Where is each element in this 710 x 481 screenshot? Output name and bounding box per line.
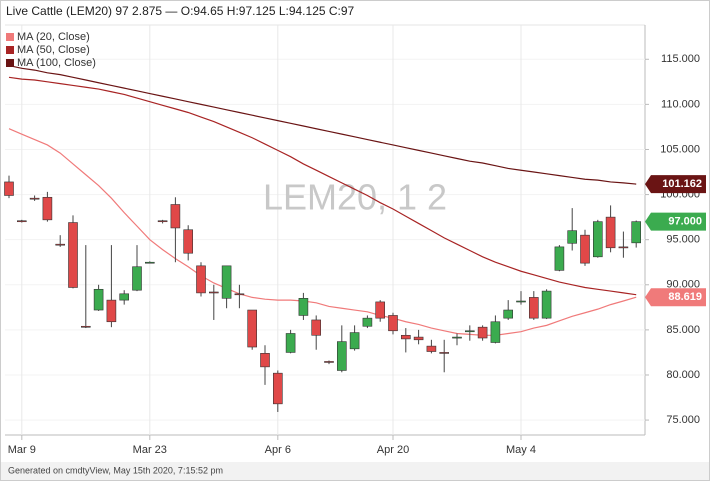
candle-body (605, 216, 616, 249)
legend-label: MA (100, Close) (17, 57, 96, 69)
candle-body (413, 336, 424, 341)
candle-body (554, 246, 565, 271)
y-tick-label: 110.000 (661, 98, 700, 110)
price-tag-label: 97.000 (668, 216, 702, 228)
candle-body (260, 353, 270, 368)
candle-body (55, 243, 66, 246)
y-tick-label: 115.000 (661, 53, 700, 65)
candle-body (4, 181, 14, 196)
candle-body (439, 352, 450, 354)
x-tick-label: Apr 20 (377, 444, 409, 456)
ma-line (8, 128, 637, 336)
candle-body (16, 220, 27, 223)
chart-title: Live Cattle (LEM20) 97 2.875 — O:94.65 H… (6, 4, 355, 18)
candle-body (528, 297, 539, 319)
price-tag (645, 288, 706, 307)
candle-body (285, 333, 296, 353)
legend-swatch (6, 46, 14, 54)
footer: Generated on cmdtyView, May 15th 2020, 7… (8, 465, 223, 475)
price-tag (645, 175, 706, 194)
candle-body (464, 330, 475, 333)
ma-line (8, 65, 637, 185)
candle-body (209, 291, 219, 294)
candle-body (567, 230, 578, 244)
grid (5, 25, 645, 435)
x-tick-label: Mar 23 (133, 444, 167, 456)
candle-body (490, 321, 501, 343)
y-tick-label: 90.000 (666, 279, 700, 291)
candle-body (477, 326, 488, 339)
candle-body (183, 229, 193, 254)
candle-body (119, 293, 129, 301)
candle-body (503, 309, 514, 319)
y-tick-label: 105.000 (660, 143, 700, 155)
candle-body (196, 265, 206, 294)
watermark: LEM20, 1 2 (263, 177, 447, 218)
candle-body (247, 309, 257, 348)
candle-body (631, 221, 642, 244)
candle-body (234, 293, 245, 296)
candle-body (81, 325, 91, 328)
candle-body (541, 290, 552, 319)
candle-body (272, 372, 283, 405)
candle-body (68, 222, 78, 288)
ma-line (8, 76, 637, 296)
candle-body (132, 266, 142, 291)
x-tick-label: Apr 6 (265, 444, 291, 456)
candle-body (336, 341, 347, 371)
price-tag (645, 212, 706, 231)
y-tick-label: 75.000 (666, 414, 700, 426)
candle-body (29, 197, 40, 200)
candle-body (311, 319, 322, 336)
candle-body (298, 298, 309, 316)
price-tag-label: 88.619 (668, 291, 702, 303)
legend-label: MA (20, Close) (17, 31, 90, 43)
candle-body (42, 196, 53, 221)
y-tick-label: 95.000 (666, 234, 700, 246)
candle-body (221, 265, 232, 299)
candle-body (324, 361, 334, 363)
y-tick-label: 80.000 (666, 369, 700, 381)
x-tick-label: May 4 (506, 444, 536, 456)
candle-body (516, 300, 526, 303)
legend-swatch (6, 33, 14, 41)
candle-body (93, 288, 104, 311)
candle-body (400, 334, 411, 340)
candle-body (145, 261, 155, 264)
candle-body (426, 345, 437, 352)
candle-body (618, 246, 629, 249)
candle-body (375, 301, 386, 319)
x-tick-label: Mar 9 (8, 444, 36, 456)
candle-body (452, 336, 462, 339)
candle-body (592, 221, 603, 258)
candle-body (349, 332, 360, 350)
legend-label: MA (50, Close) (17, 44, 90, 56)
candle-body (580, 234, 590, 264)
candle-body (157, 220, 168, 223)
footer-bar (1, 462, 709, 480)
candle-body (106, 299, 117, 323)
candle-body (388, 315, 398, 332)
candle-body (362, 317, 373, 327)
price-tag-label: 101.162 (662, 178, 702, 190)
candle-body (170, 204, 181, 229)
legend-swatch (6, 59, 14, 67)
y-tick-label: 85.000 (666, 324, 700, 336)
